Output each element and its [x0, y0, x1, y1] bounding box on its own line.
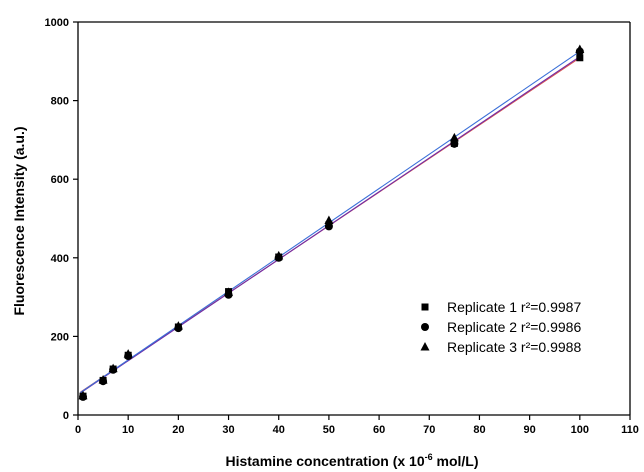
legend-label-replicate-1: Replicate 1 r²=0.9987 [447, 299, 581, 315]
legend-marker-replicate-2 [421, 323, 429, 331]
data-point-replicate-3 [324, 215, 334, 224]
legend-marker-replicate-1 [421, 303, 429, 311]
y-tick-label: 0 [63, 410, 69, 422]
data-point-replicate-3 [173, 321, 183, 330]
x-tick-label: 20 [172, 424, 184, 436]
data-point-replicate-3 [449, 132, 459, 142]
y-tick-label: 800 [51, 96, 69, 108]
y-tick-label: 200 [51, 331, 69, 343]
y-tick-label: 600 [51, 174, 69, 186]
data-point-replicate-3 [78, 390, 88, 400]
data-point-replicate-2 [450, 139, 459, 148]
x-tick-label: 50 [323, 424, 335, 436]
x-tick-label: 0 [75, 424, 81, 436]
data-points [78, 44, 585, 401]
y-axis-ticks: 0 200 400 600 800 1000 [45, 17, 78, 422]
y-tick-label: 400 [51, 253, 69, 265]
data-point-replicate-3 [98, 375, 108, 384]
legend-label-replicate-2: Replicate 2 r²=0.9986 [447, 319, 581, 335]
data-point-replicate-3 [575, 44, 585, 54]
x-tick-label: 30 [222, 424, 234, 436]
data-point-replicate-1 [576, 54, 584, 62]
x-tick-label: 70 [423, 424, 435, 436]
legend-marker-replicate-3 [420, 342, 430, 351]
data-point-replicate-3 [108, 363, 118, 373]
legend: Replicate 1 r²=0.9987 Replicate 2 r²=0.99… [420, 299, 581, 355]
x-axis-title: Histamine concentration (x 10-6 mol/L) [225, 452, 478, 469]
x-tick-label: 100 [571, 424, 589, 436]
data-point-replicate-3 [274, 250, 284, 260]
legend-label-replicate-3: Replicate 3 r²=0.9988 [447, 339, 581, 355]
x-axis-ticks: 0 10 20 30 40 50 60 70 80 90 100 110 [75, 415, 639, 436]
y-axis-title: Fluorescence Intensity (a.u.) [11, 126, 27, 315]
x-tick-label: 40 [273, 424, 285, 436]
data-point-replicate-3 [123, 349, 133, 358]
y-tick-label: 1000 [45, 17, 69, 29]
x-tick-label: 90 [524, 424, 536, 436]
axes [77, 21, 631, 416]
x-tick-label: 60 [373, 424, 385, 436]
x-tick-label: 110 [621, 424, 639, 436]
x-tick-label: 10 [122, 424, 134, 436]
data-point-replicate-3 [224, 287, 234, 296]
x-tick-label: 80 [473, 424, 485, 436]
data-point-replicate-2 [324, 222, 333, 231]
